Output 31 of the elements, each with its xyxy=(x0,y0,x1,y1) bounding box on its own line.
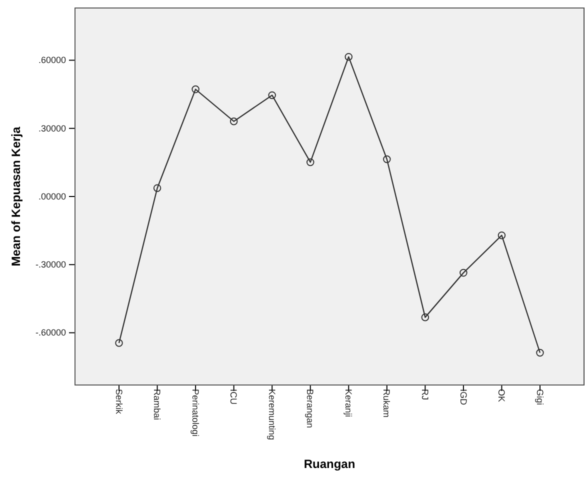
x-tick-label: Keranji xyxy=(343,389,354,418)
x-tick-label: Berangan xyxy=(305,389,316,428)
point xyxy=(306,158,314,166)
y-axis-title: Mean of Kepuasan Kerja xyxy=(9,126,23,266)
x-tick-label: Keremunting xyxy=(266,389,277,440)
x-axis-title: Ruangan xyxy=(304,457,356,471)
point xyxy=(536,348,544,357)
x-tick-label: IGD xyxy=(458,389,468,406)
point xyxy=(230,117,238,126)
x-tick-label: Rambai xyxy=(152,389,162,420)
y-tick-label: -.30000 xyxy=(35,260,66,270)
point xyxy=(344,52,353,61)
x-tick-label: ICU xyxy=(228,389,239,404)
x-tick-label: Gigi xyxy=(534,389,545,406)
point xyxy=(115,339,123,347)
point xyxy=(153,184,162,192)
point xyxy=(460,268,468,277)
point xyxy=(192,85,200,94)
x-tick-label: Serkik xyxy=(114,389,124,415)
x-tick-label: Perinatologi xyxy=(190,389,200,437)
y-tick-label: .00000 xyxy=(38,191,66,202)
y-tick-label: .60000 xyxy=(38,55,66,66)
point xyxy=(421,313,430,322)
y-tick-label: -.60000 xyxy=(35,328,66,338)
x-tick-label: Rukam xyxy=(382,389,392,418)
y-tick-label: .30000 xyxy=(38,123,66,134)
x-tick-label: OK xyxy=(496,389,507,402)
point xyxy=(383,155,391,164)
point xyxy=(268,91,276,100)
point xyxy=(498,231,506,240)
x-tick-label: RJ xyxy=(420,389,430,400)
